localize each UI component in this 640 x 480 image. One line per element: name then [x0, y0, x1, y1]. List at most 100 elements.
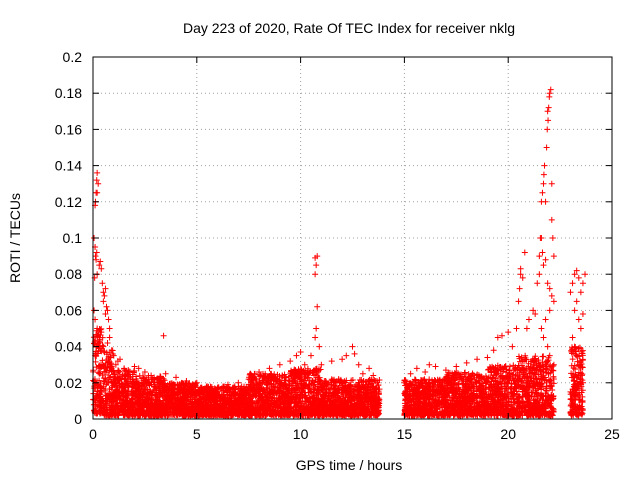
band-marker	[122, 372, 129, 379]
band-marker	[238, 387, 245, 394]
band-marker	[149, 388, 156, 395]
band-marker	[127, 374, 134, 381]
band-marker	[124, 404, 131, 411]
band-marker	[180, 412, 187, 419]
band-marker	[220, 383, 227, 390]
band-marker	[174, 411, 181, 418]
band-marker	[111, 376, 118, 383]
band-marker	[202, 396, 209, 403]
band-marker	[118, 405, 125, 412]
band-marker	[90, 396, 97, 403]
band-marker	[105, 372, 112, 379]
band-marker	[148, 393, 155, 400]
band-marker	[92, 353, 99, 360]
band-marker	[160, 375, 167, 382]
band-marker	[148, 409, 155, 416]
band-marker	[134, 381, 141, 388]
band-marker	[96, 370, 103, 377]
band-marker	[170, 404, 177, 411]
band-marker	[101, 409, 108, 416]
band-marker	[182, 393, 189, 400]
band-marker	[136, 372, 143, 379]
band-marker	[149, 376, 156, 383]
band-marker	[104, 396, 111, 403]
band-marker	[119, 388, 126, 395]
band-marker	[94, 382, 101, 389]
band-marker	[116, 384, 123, 391]
band-marker	[99, 342, 106, 349]
band-marker	[97, 332, 104, 339]
band-marker	[133, 400, 140, 407]
band-marker	[151, 383, 158, 390]
band-marker	[170, 385, 177, 392]
band-marker	[143, 394, 150, 401]
band-marker	[119, 371, 126, 378]
band-marker	[95, 369, 102, 376]
band-marker	[153, 408, 160, 415]
band-marker	[103, 357, 110, 364]
band-marker	[93, 407, 100, 414]
band-marker	[174, 398, 181, 405]
band-marker	[127, 403, 134, 410]
band-marker	[108, 386, 115, 393]
band-marker	[103, 349, 110, 356]
band-marker	[164, 412, 171, 419]
band-marker	[186, 411, 193, 418]
band-marker	[133, 373, 140, 380]
band-marker	[165, 392, 172, 399]
band-marker	[155, 405, 162, 412]
band-marker	[198, 394, 205, 401]
band-marker	[220, 384, 227, 391]
band-marker	[112, 410, 119, 417]
band-marker	[135, 385, 142, 392]
band-marker	[148, 399, 155, 406]
band-marker	[103, 404, 110, 411]
band-marker	[144, 390, 151, 397]
band-marker	[116, 368, 123, 375]
band-marker	[121, 411, 128, 418]
band-marker	[154, 395, 161, 402]
band-marker	[155, 400, 162, 407]
band-marker	[192, 382, 199, 389]
band-marker	[141, 380, 148, 387]
band-marker	[181, 396, 188, 403]
band-marker	[119, 381, 126, 388]
band-marker	[119, 394, 126, 401]
band-marker	[102, 400, 109, 407]
band-marker	[183, 383, 190, 390]
band-marker	[113, 387, 120, 394]
grid-lines	[93, 57, 612, 419]
band-marker	[170, 392, 177, 399]
band-marker	[138, 379, 145, 386]
band-marker	[197, 384, 204, 391]
band-marker	[139, 394, 146, 401]
band-marker	[142, 386, 149, 393]
band-marker	[123, 381, 130, 388]
band-marker	[157, 375, 164, 382]
band-marker	[103, 410, 110, 417]
band-marker	[178, 402, 185, 409]
band-marker	[123, 398, 130, 405]
band-marker	[231, 383, 238, 390]
band-marker	[92, 358, 99, 365]
band-marker	[182, 402, 189, 409]
band-marker	[231, 384, 238, 391]
band-marker	[161, 377, 168, 384]
band-marker	[147, 408, 154, 415]
band-marker	[166, 386, 173, 393]
band-marker	[183, 400, 190, 407]
band-marker	[114, 390, 121, 397]
band-marker	[181, 385, 188, 392]
band-marker	[114, 399, 121, 406]
band-marker	[184, 388, 191, 395]
band-marker	[164, 392, 171, 399]
band-marker	[143, 376, 150, 383]
band-marker	[119, 408, 126, 415]
band-marker	[113, 404, 120, 411]
band-marker	[107, 364, 114, 371]
band-marker	[177, 386, 184, 393]
band-marker	[114, 375, 121, 382]
band-marker	[173, 405, 180, 412]
